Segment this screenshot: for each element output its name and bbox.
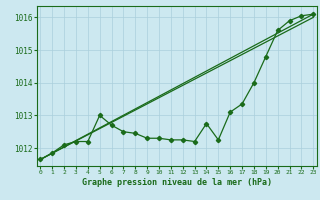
X-axis label: Graphe pression niveau de la mer (hPa): Graphe pression niveau de la mer (hPa) — [82, 178, 272, 187]
